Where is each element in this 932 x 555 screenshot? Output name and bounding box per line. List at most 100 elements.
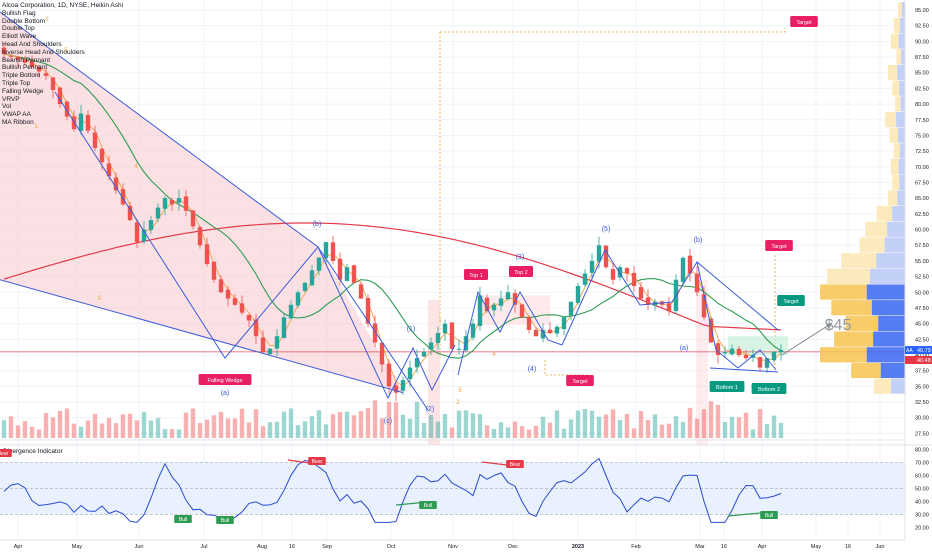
volume-bar bbox=[673, 416, 679, 438]
volume-bar bbox=[771, 415, 777, 438]
volume-profile bbox=[820, 2, 905, 394]
time-tick: Jun bbox=[876, 544, 885, 550]
volume-bar bbox=[750, 429, 756, 438]
candle bbox=[344, 267, 350, 281]
price-tick: 42.50 bbox=[915, 337, 929, 343]
profile-bar bbox=[888, 64, 898, 81]
candle bbox=[442, 323, 448, 334]
candle bbox=[1, 47, 7, 54]
divergence-label: Bull bbox=[221, 518, 229, 524]
profile-bar bbox=[899, 143, 905, 159]
profile-bar bbox=[876, 206, 893, 222]
pattern-badge bbox=[464, 269, 488, 280]
volume-bar bbox=[183, 412, 189, 438]
indicator-item[interactable]: VRVP bbox=[2, 95, 20, 103]
volume-bar bbox=[316, 410, 322, 438]
volume-bar bbox=[421, 422, 427, 438]
price-tick: 67.50 bbox=[915, 181, 929, 187]
volume-bar bbox=[127, 413, 133, 438]
profile-bar bbox=[820, 284, 867, 300]
candle bbox=[281, 317, 287, 338]
profile-bar bbox=[890, 158, 899, 175]
candle bbox=[491, 304, 497, 311]
candle bbox=[113, 177, 119, 191]
profile-bar bbox=[885, 111, 897, 128]
candle bbox=[715, 343, 721, 356]
profile-bar bbox=[897, 64, 905, 81]
indicator-item[interactable]: VWAP AA bbox=[2, 111, 31, 119]
profile-bar bbox=[887, 221, 905, 237]
profile-bar bbox=[866, 284, 905, 300]
candle bbox=[99, 148, 105, 163]
time-tick: Apr bbox=[758, 544, 767, 550]
candle bbox=[50, 77, 56, 90]
indicator-item[interactable]: Inverse Head And Shoulders bbox=[2, 48, 85, 56]
time-tick: Sep bbox=[322, 544, 332, 550]
volume-bar bbox=[43, 412, 49, 438]
volume-bar bbox=[400, 414, 406, 438]
indicator-item[interactable]: Elliott Wave bbox=[2, 33, 37, 41]
candle bbox=[71, 116, 77, 130]
volume-bar bbox=[253, 409, 259, 438]
volume-bar bbox=[582, 409, 588, 438]
profile-bar bbox=[871, 300, 905, 316]
candle bbox=[764, 358, 770, 368]
osc-tick: 60.00 bbox=[915, 474, 929, 480]
volume-bar bbox=[120, 414, 126, 438]
volume-bar bbox=[379, 418, 385, 438]
volume-bar bbox=[722, 422, 728, 438]
indicator-item[interactable]: Double Bottom bbox=[2, 17, 45, 25]
candle bbox=[43, 73, 49, 76]
candle bbox=[29, 61, 35, 68]
volume-bar bbox=[617, 419, 623, 438]
divergence-label: Bear bbox=[0, 451, 9, 457]
last-price-tag bbox=[905, 346, 932, 355]
price-tick: 70.00 bbox=[915, 165, 929, 171]
volume-bar bbox=[239, 408, 245, 438]
volume-bar bbox=[295, 425, 301, 438]
divergence-badge bbox=[506, 460, 524, 468]
price-tick: 82.50 bbox=[915, 86, 929, 92]
price-tick: 62.50 bbox=[915, 212, 929, 218]
candle bbox=[15, 56, 21, 60]
volume-bar bbox=[267, 422, 273, 438]
volume-bar bbox=[554, 410, 560, 438]
volume-bar bbox=[386, 401, 392, 438]
profile-bar bbox=[889, 127, 898, 143]
volume-bar bbox=[106, 418, 112, 438]
volume-bar bbox=[358, 411, 364, 438]
indicator-item[interactable]: Head And Shoulders bbox=[2, 40, 62, 48]
candle bbox=[302, 282, 308, 291]
volume-bar bbox=[134, 420, 140, 438]
indicator-item[interactable]: Vol bbox=[2, 103, 12, 111]
indicator-item[interactable]: Double Top bbox=[2, 25, 35, 33]
candle bbox=[246, 315, 252, 321]
volume-bar bbox=[281, 411, 287, 438]
profile-bar bbox=[878, 315, 905, 331]
indicator-item[interactable]: Triple Top bbox=[2, 79, 31, 87]
candle bbox=[148, 220, 154, 230]
indicator-item[interactable]: Bearish Pennant bbox=[2, 56, 51, 64]
indicator-item[interactable]: Triple Bottom bbox=[2, 72, 41, 80]
volume-bar bbox=[526, 429, 532, 438]
indicator-item[interactable]: Bullish Flag bbox=[2, 9, 36, 17]
indicator-item[interactable]: Bullish Pennant bbox=[2, 64, 48, 72]
candle bbox=[540, 329, 546, 339]
price-tick: 32.50 bbox=[915, 400, 929, 406]
indicator-item[interactable]: Falling Wedge bbox=[2, 87, 44, 95]
candle bbox=[204, 244, 210, 265]
candle bbox=[295, 292, 301, 306]
candle bbox=[687, 255, 693, 274]
wave-label: 3 bbox=[97, 296, 101, 302]
volume-bar bbox=[50, 417, 56, 438]
price-tick: 47.50 bbox=[915, 306, 929, 312]
wave-label: 4 bbox=[134, 164, 138, 170]
candle bbox=[85, 114, 91, 131]
candle bbox=[162, 198, 168, 209]
volume-bar bbox=[71, 423, 77, 438]
indicator-item[interactable]: MA Ribbon bbox=[2, 118, 34, 126]
price-tick: 37.50 bbox=[915, 369, 929, 375]
volume-bar bbox=[596, 416, 602, 438]
candle bbox=[680, 257, 686, 282]
